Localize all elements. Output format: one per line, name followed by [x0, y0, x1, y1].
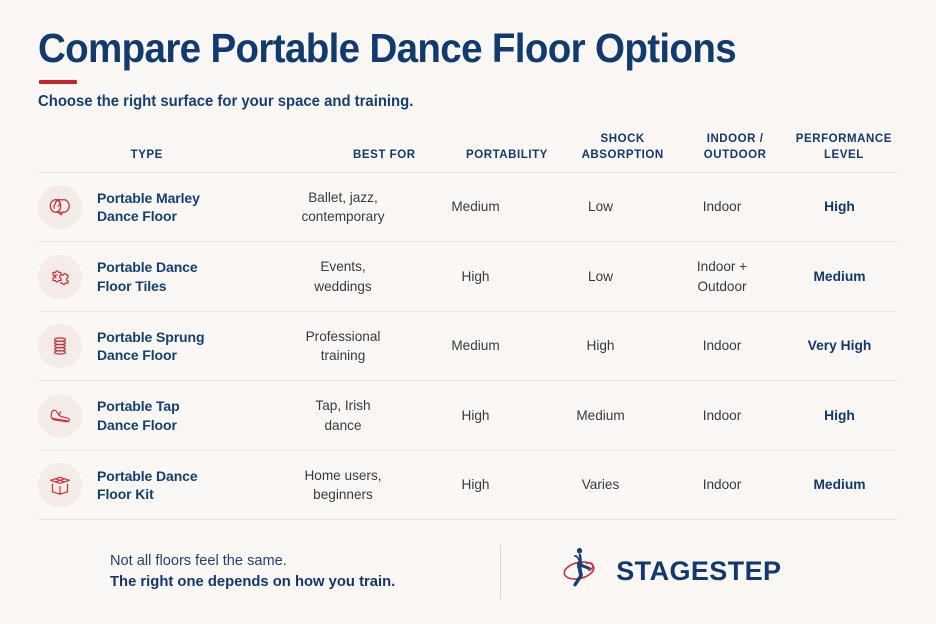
- cell-shock-absorption: Varies: [581, 477, 620, 493]
- indoor-outdoor-line1: Indoor +: [696, 259, 748, 275]
- column-header-perf-line1: PERFORMANCE: [795, 133, 892, 146]
- cell-indoor-outdoor: Indoor: [663, 475, 781, 494]
- type-name: Portable Tap Dance Floor: [97, 397, 180, 434]
- cell-type: Portable Sprung Dance Floor: [38, 324, 273, 369]
- footer-tagline-line2: The right one depends on how you train.: [110, 573, 396, 590]
- page-subtitle: Choose the right surface for your space …: [38, 93, 414, 111]
- table-row: Portable Marley Dance Floor Ballet, jazz…: [38, 173, 898, 243]
- indoor-outdoor-line1: Indoor: [702, 338, 742, 354]
- column-header-performance-level: PERFORMANCE LEVEL: [790, 132, 898, 163]
- column-header-perf-line2: LEVEL: [823, 148, 864, 161]
- cell-type: Portable Marley Dance Floor: [38, 185, 273, 230]
- title-accent-rule: [39, 80, 77, 85]
- type-name: Portable Dance Floor Kit: [97, 467, 198, 504]
- type-name-line1: Portable Tap: [97, 398, 180, 415]
- cell-best-for: Tap, Irish dance: [273, 396, 413, 435]
- cell-portability: Medium: [451, 199, 500, 215]
- cell-shock-absorption: Low: [588, 199, 613, 215]
- footer-tagline-line1: Not all floors feel the same.: [110, 552, 287, 569]
- table-row: Portable Dance Floor Kit Home users, beg…: [38, 451, 898, 521]
- cell-indoor-outdoor: Indoor: [663, 406, 781, 425]
- cell-portability: High: [461, 268, 490, 284]
- cell-type: Portable Dance Floor Tiles: [38, 254, 273, 299]
- type-name: Portable Sprung Dance Floor: [97, 328, 205, 365]
- column-header-shock-line1: SHOCK: [600, 133, 645, 146]
- brand-lockup: STAGESTEP: [558, 543, 781, 600]
- best-for-line2: training: [320, 348, 366, 364]
- type-name-line2: Floor Tiles: [97, 277, 167, 294]
- column-header-indoor-outdoor: INDOOR / OUTDOOR: [681, 132, 790, 163]
- best-for-line2: contemporary: [301, 209, 385, 225]
- indoor-outdoor-line2: Outdoor: [697, 278, 747, 294]
- column-header-shock-absorption: SHOCK ABSORPTION: [565, 132, 681, 163]
- type-name-line1: Portable Marley: [97, 189, 200, 206]
- cell-shock-absorption: Medium: [576, 407, 625, 423]
- indoor-outdoor-line1: Indoor: [702, 199, 742, 215]
- cell-indoor-outdoor: Indoor: [663, 336, 781, 355]
- best-for-line2: beginners: [313, 487, 373, 503]
- puzzle-tiles-icon: [38, 254, 82, 299]
- cell-performance-level: Medium: [813, 477, 866, 493]
- cell-indoor-outdoor: Indoor + Outdoor: [663, 257, 781, 296]
- type-name-line2: Dance Floor: [97, 416, 177, 433]
- best-for-line1: Events,: [320, 259, 366, 275]
- cell-performance-level: Very High: [807, 338, 872, 354]
- cell-type: Portable Dance Floor Kit: [38, 463, 273, 508]
- best-for-line2: dance: [324, 417, 362, 433]
- best-for-line2: weddings: [314, 278, 372, 294]
- footer-divider: [500, 544, 502, 599]
- column-header-shock-line2: ABSORPTION: [581, 148, 664, 161]
- cell-performance-level: High: [824, 407, 855, 423]
- column-header-best-for: BEST FOR: [353, 148, 416, 161]
- cell-portability: Medium: [451, 338, 500, 354]
- footer-tagline: Not all floors feel the same. The right …: [110, 551, 395, 593]
- cell-portability: High: [461, 407, 490, 423]
- indoor-outdoor-line1: Indoor: [702, 477, 742, 493]
- cell-indoor-outdoor: Indoor: [663, 197, 781, 216]
- best-for-line1: Professional: [305, 328, 381, 344]
- type-name-line1: Portable Dance: [97, 259, 198, 276]
- type-name-line2: Dance Floor: [97, 347, 177, 364]
- footer: Not all floors feel the same. The right …: [38, 543, 898, 600]
- best-for-line1: Tap, Irish: [315, 398, 371, 414]
- tap-shoe-icon: [38, 393, 82, 438]
- cell-shock-absorption: High: [586, 338, 615, 354]
- marley-roll-icon: [38, 185, 82, 230]
- cell-best-for: Ballet, jazz, contemporary: [273, 188, 413, 227]
- cell-shock-absorption: Low: [588, 268, 613, 284]
- cell-best-for: Professional training: [273, 327, 413, 366]
- comparison-table: TYPE BEST FOR PORTABILITY SHOCK ABSORPTI…: [38, 132, 898, 521]
- type-name-line2: Dance Floor: [97, 208, 177, 225]
- brand-name: STAGESTEP: [616, 556, 782, 587]
- table-row: Portable Sprung Dance Floor Professional…: [38, 312, 898, 382]
- stagestep-dancer-logo: [558, 543, 602, 600]
- table-row: Portable Dance Floor Tiles Events, weddi…: [38, 242, 898, 312]
- best-for-line1: Ballet, jazz,: [308, 189, 378, 205]
- cell-portability: High: [461, 477, 490, 493]
- table-row: Portable Tap Dance Floor Tap, Irish danc…: [38, 381, 898, 451]
- type-name-line1: Portable Dance: [97, 467, 198, 484]
- page-title: Compare Portable Dance Floor Options: [38, 25, 737, 71]
- cell-type: Portable Tap Dance Floor: [38, 393, 273, 438]
- cell-best-for: Home users, beginners: [273, 466, 413, 505]
- cell-performance-level: Medium: [813, 268, 866, 284]
- indoor-outdoor-line1: Indoor: [702, 407, 742, 423]
- column-header-inout-line2: OUTDOOR: [703, 148, 767, 161]
- type-name: Portable Marley Dance Floor: [97, 189, 200, 226]
- spring-coil-icon: [38, 324, 82, 369]
- open-box-kit-icon: [38, 463, 82, 508]
- type-name-line2: Floor Kit: [97, 486, 154, 503]
- cell-performance-level: High: [824, 199, 855, 215]
- header: Compare Portable Dance Floor Options Cho…: [38, 0, 898, 111]
- column-header-type: TYPE: [130, 148, 163, 161]
- table-header-row: TYPE BEST FOR PORTABILITY SHOCK ABSORPTI…: [38, 132, 898, 173]
- cell-best-for: Events, weddings: [273, 257, 413, 296]
- best-for-line1: Home users,: [304, 467, 382, 483]
- column-header-inout-line1: INDOOR /: [706, 133, 764, 146]
- column-header-portability: PORTABILITY: [466, 148, 548, 161]
- type-name-line1: Portable Sprung: [97, 328, 205, 345]
- type-name: Portable Dance Floor Tiles: [97, 258, 198, 295]
